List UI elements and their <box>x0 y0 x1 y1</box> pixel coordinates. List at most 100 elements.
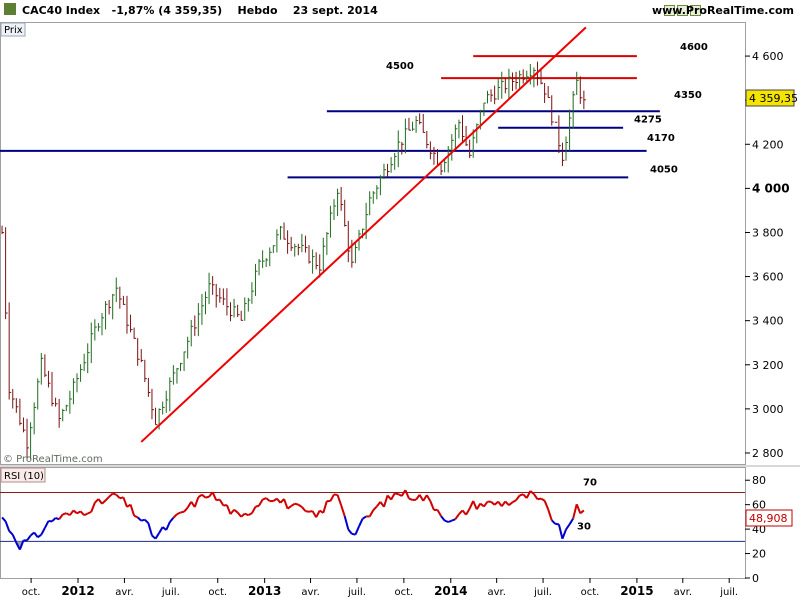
rsi-line-segment <box>511 499 517 504</box>
window-icon-2[interactable] <box>677 5 688 16</box>
rsi-line-segment <box>297 503 303 508</box>
rsi-line-segment <box>340 504 346 517</box>
rsi-line-segment <box>305 510 310 513</box>
rsi-line-segment <box>8 530 14 536</box>
rsi-line-segment <box>490 500 496 506</box>
rsi-line-segment <box>422 494 428 502</box>
price-tick-label: 2 800 <box>752 447 784 460</box>
price-tick-label: 3 200 <box>752 359 784 372</box>
rsi-line-segment <box>547 509 553 521</box>
rsi-line-segment <box>180 510 185 514</box>
rsi-line-segment <box>262 497 267 501</box>
rsi-line-segment <box>186 501 193 509</box>
rsi-line-segment <box>425 494 432 502</box>
axis-gap <box>0 465 800 467</box>
level-label: 4600 <box>680 42 708 53</box>
rsi-line-segment <box>83 512 89 517</box>
rsi-line-segment <box>258 499 264 507</box>
rsi-line-segment <box>336 494 343 506</box>
rsi-line-segment <box>290 502 296 507</box>
rsi-line-segment <box>294 502 299 506</box>
grid-icon[interactable] <box>4 3 16 15</box>
rsi-line-segment <box>322 500 328 514</box>
rsi-line-segment <box>172 513 178 519</box>
rsi-line-segment <box>11 534 18 544</box>
rsi-line-segment <box>525 490 532 499</box>
x-tick-label: avr. <box>674 587 692 598</box>
rsi-line-segment <box>436 509 442 517</box>
rsi-line-segment <box>454 513 460 520</box>
site-url[interactable]: www.ProRealTime.com <box>651 4 794 17</box>
level-label: 4275 <box>634 115 662 126</box>
level-label: 4500 <box>386 61 414 72</box>
rsi-line-segment <box>154 532 160 540</box>
rsi-line-segment <box>129 504 136 516</box>
rsi-line-segment <box>351 532 356 536</box>
price-tick-label: 3 000 <box>752 403 784 416</box>
rsi-line-segment <box>225 504 232 515</box>
rsi-line-segment <box>255 504 260 508</box>
x-tick-label: juil. <box>719 587 738 598</box>
rsi-line-segment <box>572 503 578 519</box>
rsi-line-segment <box>136 516 142 522</box>
rsi-panel <box>0 467 746 579</box>
price-tick-label: 3 600 <box>752 271 784 284</box>
change: -1,87% (4 359,35) <box>111 4 223 17</box>
rsi-line-segment <box>201 493 207 499</box>
price-panel-label: Prix <box>4 25 23 36</box>
x-tick-label: oct. <box>581 587 600 598</box>
rsi-line-segment <box>372 505 378 511</box>
rsi-line-segment <box>90 502 96 513</box>
chart-header: CAC40 Index -1,87% (4 359,35) Hebdo 23 s… <box>0 0 800 22</box>
rsi-line-segment <box>504 500 510 506</box>
rsi-line-segment <box>368 509 375 517</box>
rsi-line-segment <box>283 498 289 510</box>
rsi-tick-label: 60 <box>752 499 766 512</box>
rsi-line-segment <box>115 493 121 499</box>
rsi-line-segment <box>65 512 71 517</box>
rsi-line-segment <box>133 514 139 519</box>
rsi-line-segment <box>140 518 146 522</box>
rsi-line-segment <box>429 500 435 511</box>
window-icon-3[interactable] <box>690 5 701 16</box>
rsi-line-segment <box>565 523 571 530</box>
rsi-line-segment <box>112 492 117 496</box>
rsi-line-segment <box>205 495 210 499</box>
rsi-line-segment <box>147 522 153 536</box>
rsi-line-segment <box>575 503 582 514</box>
rsi-line-segment <box>79 510 85 516</box>
trend-line <box>140 26 587 443</box>
rsi-line-segment <box>543 500 550 510</box>
rsi-line-segment <box>4 520 11 532</box>
rsi-line-segment <box>265 497 271 502</box>
date: 23 sept. 2014 <box>292 4 378 17</box>
rsi-line-segment <box>18 539 25 551</box>
rsi-line-segment <box>383 495 389 508</box>
rsi-line-segment <box>533 493 539 500</box>
rsi-line-segment <box>343 515 350 530</box>
rsi-line-segment <box>555 522 560 526</box>
rsi-panel-label: RSI (10) <box>4 471 44 482</box>
x-tick-label: avr. <box>487 587 505 598</box>
rsi-last-value: 48,908 <box>749 512 788 525</box>
rsi-line-segment <box>418 494 425 502</box>
rsi-level-label: 70 <box>583 477 597 488</box>
rsi-line-segment <box>404 489 410 499</box>
chart-title: CAC40 Index -1,87% (4 359,35) Hebdo 23 s… <box>22 4 378 17</box>
rsi-line-segment <box>233 508 239 514</box>
rsi-line-segment <box>51 517 57 523</box>
rsi-line-segment <box>197 493 203 499</box>
window-icon-1[interactable] <box>664 5 675 16</box>
rsi-line-segment <box>529 490 535 495</box>
price-panel <box>0 22 746 465</box>
x-tick-label: juil. <box>161 587 180 598</box>
rsi-line-segment <box>540 497 546 502</box>
rsi-line-segment <box>62 512 67 516</box>
rsi-line-segment <box>468 500 475 510</box>
rsi-line-segment <box>397 493 403 497</box>
rsi-line-segment <box>508 501 514 506</box>
price-panel-label-box <box>0 22 26 37</box>
price-last-value: 4 359,35 <box>749 92 798 105</box>
rsi-line-segment <box>347 528 353 535</box>
